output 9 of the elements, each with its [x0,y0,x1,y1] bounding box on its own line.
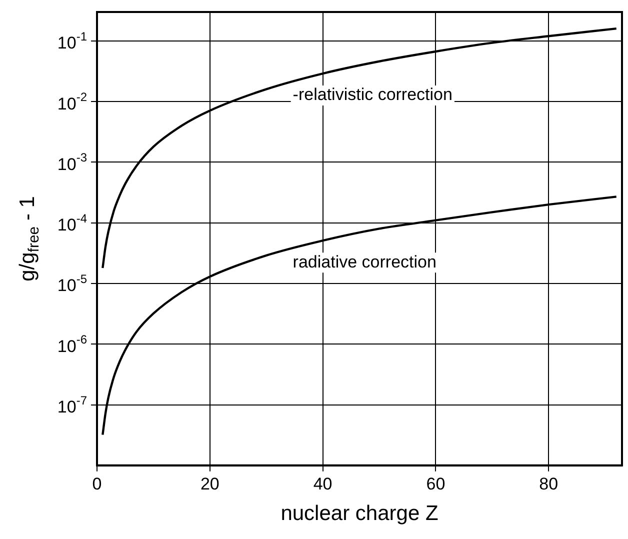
x-tick-label: 60 [426,474,446,494]
x-tick-label: 80 [539,474,558,494]
x-axis-title: nuclear charge Z [280,502,438,526]
x-tick-label: 20 [200,474,220,494]
series-label: -relativistic correction [292,85,452,104]
x-tick-label: 40 [313,474,332,494]
series-label: radiative correction [292,252,436,272]
x-tick-label: 0 [92,474,102,494]
y-axis-title: g/gfree - 1 [16,196,42,282]
